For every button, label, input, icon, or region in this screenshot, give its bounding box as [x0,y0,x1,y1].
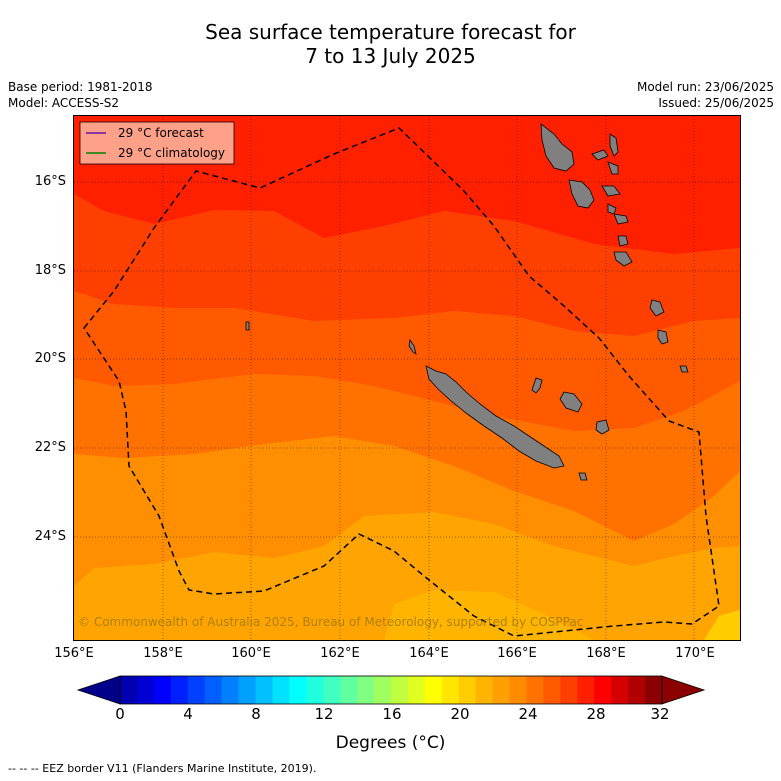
base-period-label: Base period: 1981-2018 [8,80,153,94]
colorbar-cell [255,676,273,704]
lat-label-18s: 18°S [34,263,66,278]
colorbar-cell [391,676,409,704]
colorbar-cell [170,676,189,704]
matthew-island [649,299,665,317]
lifou-island [559,391,583,413]
colorbar-tick-4: 4 [183,705,193,723]
colorbar-cell [611,676,629,704]
colorbar-tick-32: 32 [650,705,670,723]
sst-band-21-22 [704,610,740,640]
colorbar-cell [560,676,578,704]
colorbar-cell [526,676,544,704]
walpole-island [679,365,689,373]
lat-label-22s: 22°S [34,440,66,455]
colorbar-cell [475,676,494,704]
colorbar-cell [594,676,612,704]
model-run-label: Model run: 23/06/2025 [636,80,774,94]
mare-island [595,419,610,435]
legend-climatology-label: 29 °C climatology [118,146,225,160]
colorbar-cell [645,676,663,704]
lat-label-20s: 20°S [34,351,66,366]
colorbar-cell [340,676,358,704]
eez-border [83,127,720,637]
colorbar-cell [407,676,426,704]
colorbar-max-extend [661,675,706,705]
colorbar-cell [458,676,477,704]
colorbar-tick-16: 16 [382,705,402,723]
lon-label-166e: 166°E [497,646,537,661]
colorbar-cell [136,676,155,704]
map-legend: 29 °C forecast 29 °C climatology [79,121,235,165]
colorbar-tick-24: 24 [518,705,538,723]
ambrym-island [601,185,621,197]
espiritu-santo-island [540,123,575,172]
lon-label-158e: 158°E [143,646,183,661]
efate-island [613,213,629,225]
lat-label-24s: 24°S [34,529,66,544]
lon-label-170e: 170°E [675,646,715,661]
model-label: Model: ACCESS-S2 [8,96,120,110]
colorbar-cell [187,676,206,704]
colorbar-cell [306,676,324,704]
lon-label-162e: 162°E [320,646,360,661]
colorbar-cell [577,676,595,704]
colorbar-tick-20: 20 [450,705,470,723]
colorbar-label: Degrees (°C) [335,733,446,753]
colorbar-tick-0: 0 [115,705,125,723]
colorbar-cell [323,676,341,704]
lon-label-156e: 156°E [54,646,94,661]
colorbar-min-extend [76,675,121,705]
legend-forecast-label: 29 °C forecast [118,126,204,140]
sst-map: 29 °C forecast 29 °C climatology © Commo… [74,116,740,640]
landmasses [245,123,689,481]
maewo-island [607,161,619,175]
lon-label-160e: 160°E [231,646,271,661]
colorbar-cell [357,676,375,704]
belep-islet [408,338,417,355]
lon-label-164e: 164°E [409,646,449,661]
new-caledonia-island [425,365,565,469]
colorbar-cell [221,676,240,704]
ambae-island [591,149,609,161]
lon-label-168e: 168°E [586,646,626,661]
pentecost-island [609,133,619,157]
colorbar-cell [509,676,527,704]
colorbar-cell [441,676,460,704]
colorbar-tick-12: 12 [314,705,334,723]
colorbar-tick-28: 28 [586,705,606,723]
sst-band-23-24 [74,512,740,640]
colorbar-cell [492,676,511,704]
colorbar-cell [153,676,172,704]
copyright-text: © Commonwealth of Australia 2025, Bureau… [78,615,583,629]
map-grid [74,116,740,640]
lat-label-16s: 16°S [34,174,66,189]
colorbar-cell [628,676,646,704]
chart-title-line2: 7 to 13 July 2025 [305,44,476,68]
tanna-island [613,251,633,267]
erromango-island [617,235,629,247]
chart-title-line1: Sea surface temperature forecast for [205,20,576,44]
isle-of-pines [578,472,588,481]
hunter-island [657,329,669,345]
sst-band-22-23 [384,590,594,640]
colorbar-cell [204,676,223,704]
ouvea-island [531,377,543,394]
colorbar-cell [543,676,561,704]
colorbar [76,675,706,705]
malekula-island [568,179,595,209]
colorbar-cell [424,676,443,704]
colorbar-tick-8: 8 [251,705,261,723]
colorbar-cell [272,676,290,704]
colorbar-cell [238,676,256,704]
chesterfield-islet [245,321,250,331]
colorbar-cell [120,676,138,704]
issued-label: Issued: 25/06/2025 [658,96,774,110]
colorbar-cell [289,676,307,704]
eez-footnote: -- -- -- EEZ border V11 (Flanders Marine… [8,762,317,775]
colorbar-cell [374,676,392,704]
